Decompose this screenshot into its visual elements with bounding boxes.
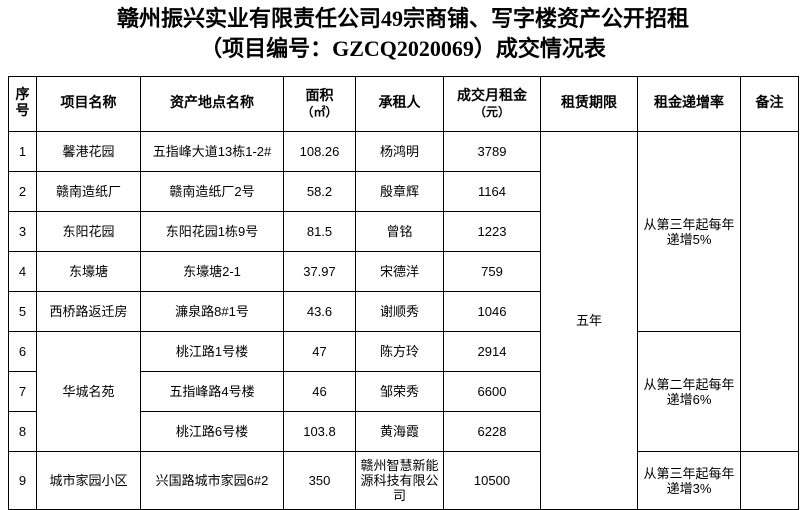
cell-address: 五指峰大道13栋1-2#: [140, 131, 284, 172]
header-term: 租赁期限: [540, 76, 638, 132]
header-area: 面积 （㎡）: [283, 76, 356, 132]
table-row: 3 东阳花园 东阳花园1栋9号 81.5 曾铭 1223: [8, 211, 799, 252]
cell-seq: 9: [8, 451, 37, 510]
cell-area: 81.5: [283, 211, 356, 252]
cell-area: 103.8: [283, 411, 356, 452]
cell-tenant: 赣州智慧新能源科技有限公司: [355, 451, 444, 510]
cell-increase-group-2: 从第二年起每年递增6%: [637, 331, 741, 452]
cell-project: 东阳花园: [36, 211, 141, 252]
table-row: 8 桃江路6号楼 103.8 黄海霞 6228: [8, 411, 799, 452]
cell-area: 46: [283, 371, 356, 412]
cell-address: 赣南造纸厂2号: [140, 171, 284, 212]
cell-area: 37.97: [283, 251, 356, 292]
cell-increase-group-3: 从第三年起每年递增3%: [637, 451, 741, 510]
table-row: 6 华城名苑 桃江路1号楼 47 陈方玲 2914 从第二年起每年递增6%: [8, 331, 799, 452]
table-header-row: 序号 项目名称 资产地点名称 面积 （㎡） 承租人 成交月租金 （元） 租赁期限…: [8, 76, 799, 132]
cell-tenant: 曾铭: [355, 211, 444, 252]
cell-address: 东壕塘2-1: [140, 251, 284, 292]
cell-rent: 1223: [443, 211, 541, 252]
cell-seq: 2: [8, 171, 37, 212]
header-rent: 成交月租金 （元）: [443, 76, 541, 132]
cell-area: 108.26: [283, 131, 356, 172]
cell-tenant: 邹荣秀: [355, 371, 444, 412]
header-rent-unit: （元）: [473, 105, 510, 119]
cell-rent: 10500: [443, 451, 541, 510]
cell-area: 350: [283, 451, 356, 510]
cell-project: 东壕塘: [36, 251, 141, 292]
title-line-2: （项目编号：GZCQ2020069）成交情况表: [200, 36, 606, 61]
header-seq: 序号: [8, 76, 37, 132]
document-title: 赣州振兴实业有限责任公司49宗商铺、写字楼资产公开招租 （项目编号：GZCQ20…: [0, 4, 806, 64]
table-row: 7 五指峰路4号楼 46 邹荣秀 6600: [8, 371, 799, 412]
cell-rent: 759: [443, 251, 541, 292]
header-increase: 租金递增率: [637, 76, 741, 132]
cell-address: 桃江路1号楼: [140, 331, 284, 372]
title-line-1: 赣州振兴实业有限责任公司49宗商铺、写字楼资产公开招租: [116, 6, 689, 31]
cell-note-group-2: [740, 451, 799, 510]
header-area-unit: （㎡）: [301, 105, 338, 119]
cell-rent: 2914: [443, 331, 541, 372]
cell-address: 东阳花园1栋9号: [140, 211, 284, 252]
cell-project: 馨港花园: [36, 131, 141, 172]
cell-increase-group-1: 从第三年起每年递增5%: [637, 131, 741, 332]
cell-term-merged: 五年: [540, 131, 638, 510]
table-row: 2 赣南造纸厂 赣南造纸厂2号 58.2 殷章辉 1164: [8, 171, 799, 212]
cell-area: 58.2: [283, 171, 356, 212]
cell-address: 五指峰路4号楼: [140, 371, 284, 412]
cell-address: 桃江路6号楼: [140, 411, 284, 452]
rent-results-table: 序号 项目名称 资产地点名称 面积 （㎡） 承租人 成交月租金 （元） 租赁期限…: [8, 76, 799, 510]
cell-rent: 1164: [443, 171, 541, 212]
results-table-container: 序号 项目名称 资产地点名称 面积 （㎡） 承租人 成交月租金 （元） 租赁期限…: [8, 76, 799, 510]
cell-seq: 3: [8, 211, 37, 252]
cell-project: 城市家园小区: [36, 451, 141, 510]
cell-rent: 6228: [443, 411, 541, 452]
cell-seq: 7: [8, 371, 37, 412]
cell-note-group-1: [740, 131, 799, 452]
cell-address: 兴国路城市家园6#2: [140, 451, 284, 510]
cell-seq: 8: [8, 411, 37, 452]
cell-project: 赣南造纸厂: [36, 171, 141, 212]
cell-seq: 4: [8, 251, 37, 292]
header-rent-label: 成交月租金: [457, 89, 527, 104]
header-note: 备注: [740, 76, 799, 132]
cell-tenant: 黄海霞: [355, 411, 444, 452]
cell-project-merged: 华城名苑: [36, 331, 141, 452]
cell-tenant: 杨鸿明: [355, 131, 444, 172]
header-area-label: 面积: [305, 89, 334, 104]
cell-tenant: 殷章辉: [355, 171, 444, 212]
cell-rent: 6600: [443, 371, 541, 412]
table-row: 4 东壕塘 东壕塘2-1 37.97 宋德洋 759: [8, 251, 799, 292]
cell-rent: 3789: [443, 131, 541, 172]
cell-area: 43.6: [283, 291, 356, 332]
cell-address: 濂泉路8#1号: [140, 291, 284, 332]
cell-seq: 1: [8, 131, 37, 172]
cell-project: 西桥路返迁房: [36, 291, 141, 332]
header-project: 项目名称: [36, 76, 141, 132]
header-address: 资产地点名称: [140, 76, 284, 132]
table-row: 1 馨港花园 五指峰大道13栋1-2# 108.26 杨鸿明 3789 五年 从…: [8, 131, 799, 510]
cell-rent: 1046: [443, 291, 541, 332]
cell-tenant: 宋德洋: [355, 251, 444, 292]
cell-area: 47: [283, 331, 356, 372]
cell-tenant: 陈方玲: [355, 331, 444, 372]
header-tenant: 承租人: [355, 76, 444, 132]
cell-tenant: 谢顺秀: [355, 291, 444, 332]
cell-seq: 5: [8, 291, 37, 332]
table-row: 5 西桥路返迁房 濂泉路8#1号 43.6 谢顺秀 1046: [8, 291, 799, 332]
cell-seq: 6: [8, 331, 37, 372]
table-row: 9 城市家园小区 兴国路城市家园6#2 350 赣州智慧新能源科技有限公司 10…: [8, 451, 799, 510]
